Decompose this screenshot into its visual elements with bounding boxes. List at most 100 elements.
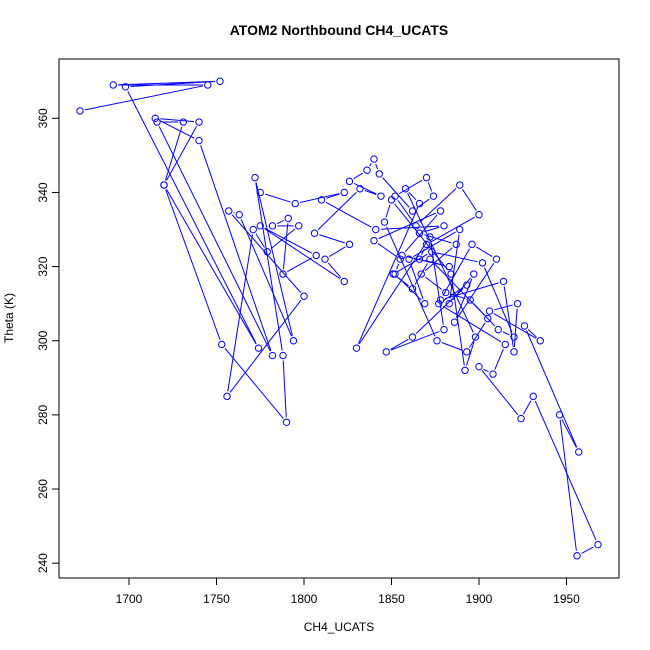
data-point — [377, 192, 385, 200]
data-point — [282, 418, 291, 426]
data-point — [426, 255, 434, 263]
series-segment — [358, 207, 418, 344]
data-point — [160, 181, 168, 189]
data-point — [415, 255, 424, 263]
y-tick-label: 240 — [36, 553, 50, 573]
series-segment — [264, 227, 313, 254]
series-segment — [581, 546, 594, 554]
data-point — [268, 351, 277, 360]
series-segment — [353, 183, 377, 195]
data-point — [470, 270, 478, 278]
series-segment — [427, 182, 433, 192]
x-axis-label: CH4_UCATS — [304, 620, 374, 634]
data-point — [412, 222, 420, 230]
series-segment — [375, 163, 379, 170]
data-point — [372, 225, 380, 234]
data-point — [471, 333, 480, 341]
series-segment — [406, 256, 445, 266]
data-point — [356, 185, 364, 193]
data-point — [475, 362, 483, 371]
data-point — [415, 229, 424, 237]
series-segment — [390, 339, 409, 350]
series-segment — [264, 228, 341, 280]
data-point — [289, 337, 298, 345]
series-segment — [408, 192, 417, 201]
series-segment — [561, 419, 577, 448]
data-point — [415, 199, 424, 208]
data-point — [456, 181, 464, 189]
series-segment — [255, 182, 283, 351]
data-point — [295, 222, 303, 230]
series-segment — [430, 216, 475, 243]
data-point — [510, 333, 518, 341]
series-segment — [282, 360, 287, 418]
data-point — [478, 259, 487, 267]
y-axis-label: Theta (K) — [2, 293, 16, 343]
series-segment — [466, 341, 475, 366]
series-segment — [424, 226, 440, 233]
data-point — [436, 207, 445, 215]
series-segment — [229, 299, 302, 393]
data-point — [398, 251, 406, 260]
data-point — [445, 262, 453, 271]
series-segment — [319, 234, 345, 244]
data-point — [204, 81, 212, 89]
data-point — [475, 211, 483, 219]
x-tick-label: 1850 — [378, 592, 405, 606]
chart-title: ATOM2 Northbound CH4_UCATS — [230, 22, 449, 38]
series-segment — [468, 322, 486, 348]
data-point — [485, 307, 494, 315]
series-segment — [442, 305, 502, 343]
data-point — [466, 296, 474, 304]
series-segment — [378, 212, 437, 240]
series-segment — [442, 248, 470, 296]
series-segment — [473, 303, 496, 327]
data-point — [428, 248, 436, 256]
data-point — [510, 348, 518, 356]
data-point — [254, 344, 263, 352]
data-point — [216, 77, 224, 85]
data-point — [517, 414, 525, 423]
data-point — [121, 83, 130, 91]
series-segment — [483, 267, 513, 333]
data-point — [225, 207, 233, 215]
data-point — [249, 225, 257, 234]
data-point — [450, 318, 459, 326]
series-segment — [255, 233, 266, 248]
series-segment — [369, 163, 372, 167]
data-point — [529, 392, 537, 401]
data-point — [408, 207, 417, 215]
data-point — [321, 255, 329, 263]
data-point — [251, 173, 259, 182]
data-point — [417, 270, 425, 278]
data-point — [440, 222, 448, 230]
series-segment — [282, 223, 289, 270]
series-segment — [424, 247, 453, 272]
series-segment — [430, 241, 444, 325]
x-tick-label: 1900 — [466, 592, 493, 606]
y-tick-label: 260 — [36, 479, 50, 499]
x-tick-label: 1800 — [291, 592, 318, 606]
data-point — [594, 540, 602, 549]
series-segment — [404, 214, 438, 253]
series-segment — [462, 188, 477, 211]
series-segment — [325, 201, 372, 228]
data-point — [382, 348, 390, 356]
data-point — [340, 277, 348, 286]
series-segment — [159, 120, 195, 139]
series-segment — [377, 243, 397, 257]
data-point — [422, 240, 431, 249]
y-tick-label: 320 — [36, 256, 50, 276]
data-point — [426, 233, 434, 241]
series-segment — [164, 126, 183, 181]
data-point — [389, 270, 397, 278]
data-point — [447, 270, 455, 278]
series-segment — [441, 342, 463, 351]
data-point — [300, 292, 308, 300]
data-point — [461, 366, 469, 375]
data-point — [310, 229, 319, 237]
series-segment — [493, 313, 537, 339]
x-tick-label: 1950 — [553, 592, 580, 606]
data-point — [317, 196, 326, 204]
